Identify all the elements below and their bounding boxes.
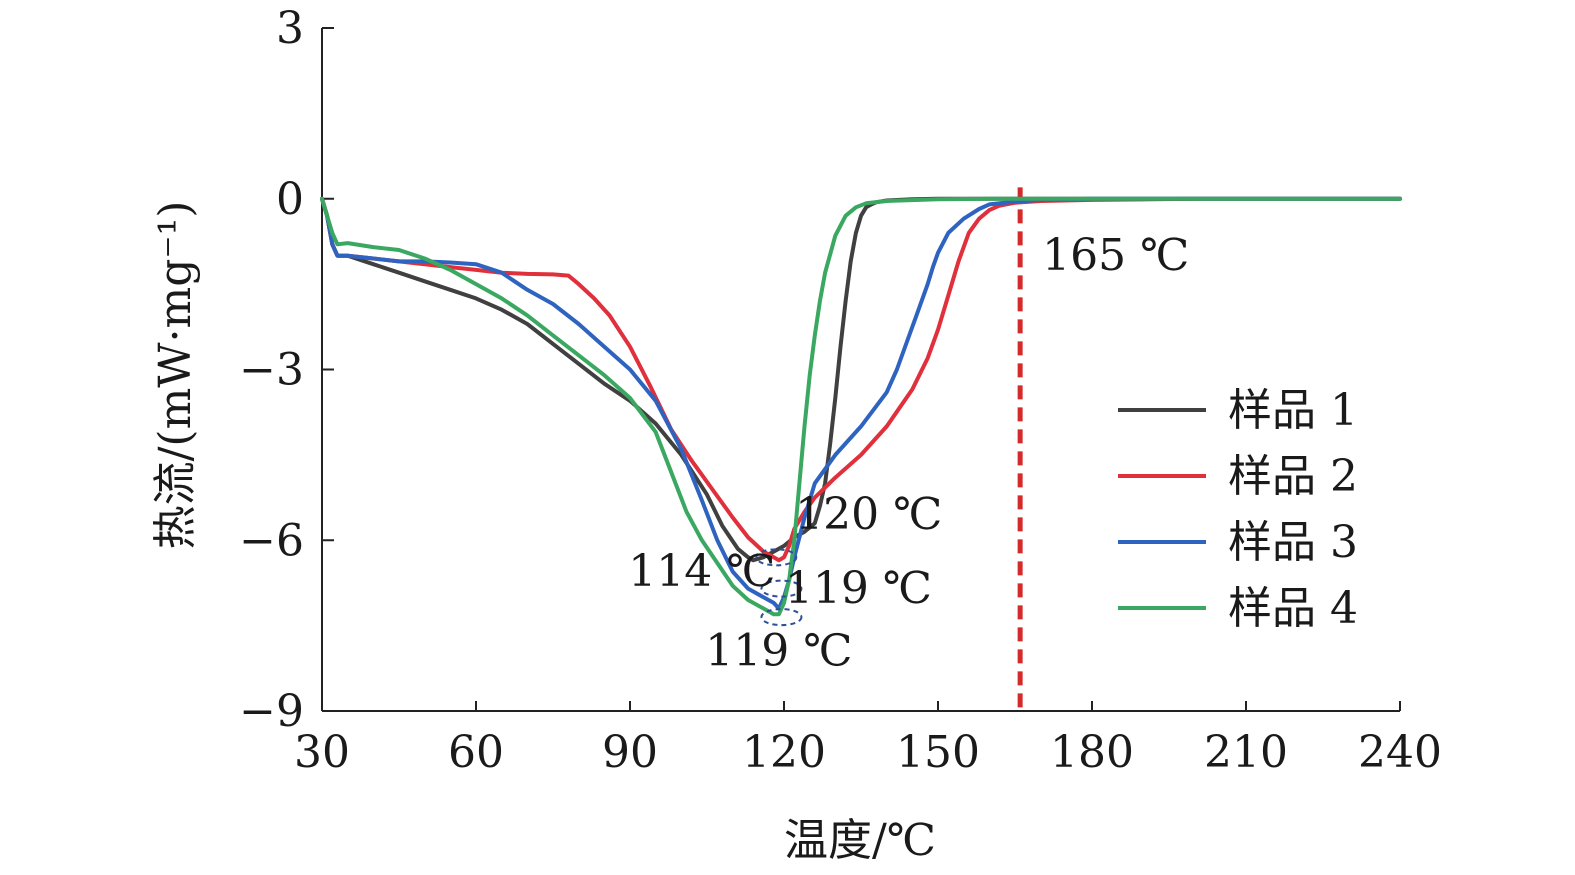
y-tick-label: −3 (239, 345, 304, 396)
y-tick-label: −6 (239, 515, 304, 566)
peak-marker (755, 548, 798, 567)
x-tick-label: 90 (602, 727, 658, 778)
legend-label-3: 样品 3 (1228, 517, 1358, 568)
x-tick-label: 120 (742, 727, 826, 778)
y-tick-label: 0 (276, 174, 304, 225)
x-tick-label: 60 (448, 727, 504, 778)
y-tick-label: −9 (239, 686, 304, 737)
legend-label-4: 样品 4 (1228, 583, 1358, 634)
y-tick-label: 3 (276, 3, 304, 54)
y-axis-title: 热流/(mW·mg⁻¹) (150, 201, 201, 550)
x-axis-title: 温度/℃ (784, 815, 936, 866)
series-line-2 (320, 196, 1402, 563)
x-tick-label: 30 (294, 727, 350, 778)
peak-annotation: 119 ℃ (785, 563, 932, 614)
reference-line-label: 165 ℃ (1042, 230, 1189, 281)
vline-layer: 165 ℃ (1017, 187, 1189, 711)
annotation-layer: 114 ℃ 120 ℃ 119 ℃ 119 ℃ (628, 489, 942, 677)
marker-layer (755, 548, 803, 627)
x-tick-label: 240 (1358, 727, 1442, 778)
x-tick-label: 180 (1050, 727, 1134, 778)
peak-annotation: 119 ℃ (705, 625, 852, 676)
peak-annotation: 120 ℃ (795, 489, 942, 540)
series-line-4 (320, 196, 1402, 617)
peak-marker (760, 579, 803, 598)
legend: 样品 1 样品 2 样品 3 样品 4 (1118, 385, 1358, 634)
peak-marker (760, 608, 803, 627)
x-tick-label: 210 (1204, 727, 1288, 778)
x-tick-label: 150 (896, 727, 980, 778)
legend-label-2: 样品 2 (1228, 451, 1358, 502)
legend-label-1: 样品 1 (1228, 385, 1358, 436)
peak-annotation: 114 ℃ (628, 546, 775, 597)
axes: 30−3−6−930 60 90 120 150 180 210 240 (239, 3, 1442, 778)
